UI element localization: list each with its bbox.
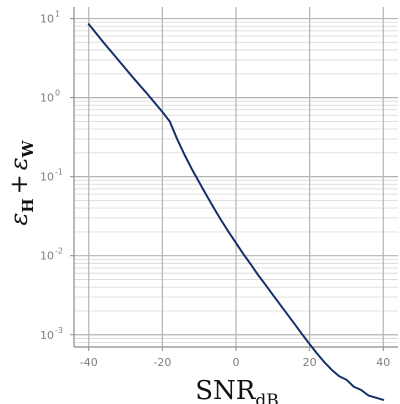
y-axis-title: εH+εW: [5, 139, 37, 225]
y-tick-exponent: -3: [55, 326, 63, 335]
y-tick-label: 10: [40, 329, 54, 342]
series-layer: [87, 23, 385, 401]
x-tick-label: 20: [303, 356, 317, 369]
x-axis-title: SNRdB: [195, 376, 279, 404]
y-tick-label: 10: [40, 92, 54, 105]
y-tick-exponent: -2: [55, 247, 63, 256]
y-tick-label: 10: [40, 171, 54, 184]
grid-lines: [74, 7, 398, 347]
y-tick-label: 10: [40, 13, 54, 26]
y-axis-title-eps-w: ε: [5, 157, 33, 170]
y-tick-exponent: -1: [55, 168, 63, 177]
plot-frame: [70, 7, 398, 351]
y-tick-label: 10: [40, 250, 54, 263]
y-tick-exponent: 0: [55, 89, 60, 98]
x-axis-title-sub: dB: [255, 391, 278, 404]
error-series-line: [87, 23, 385, 401]
y-axis-title-eps-h: ε: [5, 213, 33, 226]
x-tick-label: 0: [233, 356, 240, 369]
x-tick-label: 40: [376, 356, 390, 369]
x-tick-labels: -40 -20 0 20 40: [80, 356, 391, 369]
y-axis-title-sub-h: H: [19, 198, 37, 212]
y-axis-title-sub-w: W: [19, 139, 37, 158]
x-tick-label: -20: [153, 356, 171, 369]
y-axis-title-plus: +: [5, 174, 33, 194]
x-tick-label: -40: [80, 356, 98, 369]
y-tick-exponent: 1: [55, 10, 60, 19]
x-axis-title-main: SNR: [195, 376, 257, 404]
